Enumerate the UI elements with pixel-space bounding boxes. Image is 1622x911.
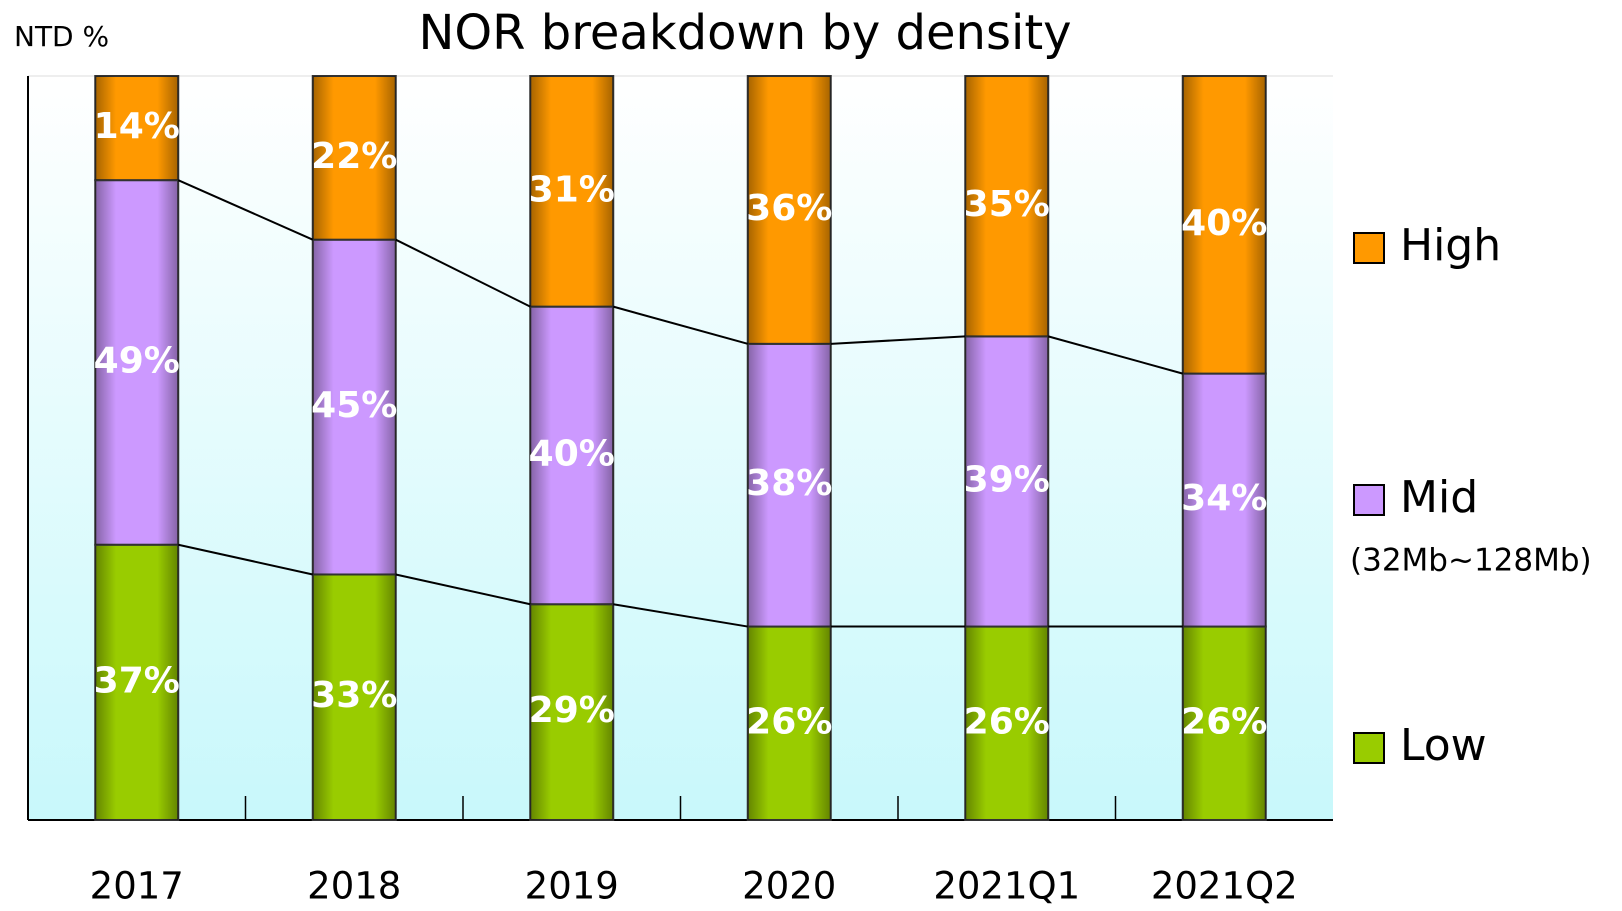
y-axis-label: NTD %: [14, 20, 109, 53]
connector-line: [612, 305, 749, 345]
data-label: 26%: [1181, 701, 1267, 742]
data-label: 26%: [964, 701, 1050, 742]
legend-swatch: [1353, 232, 1385, 264]
data-label: 26%: [746, 701, 832, 742]
data-label: 14%: [94, 106, 180, 147]
connector-line: [177, 179, 314, 241]
data-label: 22%: [311, 136, 397, 177]
data-label: 29%: [529, 690, 615, 731]
connector-line: [395, 238, 531, 308]
x-tick-label: 2020: [742, 865, 836, 908]
chart-title: NOR breakdown by density: [418, 5, 1071, 61]
data-label: 33%: [311, 675, 397, 716]
data-label: 49%: [94, 340, 180, 381]
plot-background: [28, 76, 1333, 820]
data-label: 39%: [964, 459, 1050, 500]
connector-line: [395, 573, 531, 606]
connector-line: [178, 543, 313, 576]
data-label: 35%: [964, 184, 1050, 225]
x-tick-label: 2019: [525, 865, 619, 908]
connector-line: [613, 603, 748, 628]
x-tick-label: 2018: [307, 865, 401, 908]
data-label: 38%: [746, 463, 832, 504]
legend-label: Mid: [1400, 472, 1478, 523]
data-label: 31%: [529, 169, 615, 210]
connector-line: [1047, 335, 1184, 375]
data-label: 40%: [529, 433, 615, 474]
x-tick-label: 2017: [90, 865, 184, 908]
x-tick-label: 2021Q1: [933, 865, 1080, 908]
legend-swatch: [1353, 484, 1385, 516]
connector-line: [830, 335, 966, 345]
data-label: 36%: [746, 188, 832, 229]
legend-label: Low: [1400, 720, 1487, 771]
data-label: 40%: [1181, 203, 1267, 244]
legend-note: (32Mb~128Mb): [1350, 543, 1592, 579]
data-label: 34%: [1181, 478, 1267, 519]
legend-swatch: [1353, 732, 1385, 764]
data-label: 45%: [311, 385, 397, 426]
data-label: 37%: [94, 660, 180, 701]
x-tick-label: 2021Q2: [1151, 865, 1298, 908]
legend-label: High: [1400, 220, 1501, 271]
